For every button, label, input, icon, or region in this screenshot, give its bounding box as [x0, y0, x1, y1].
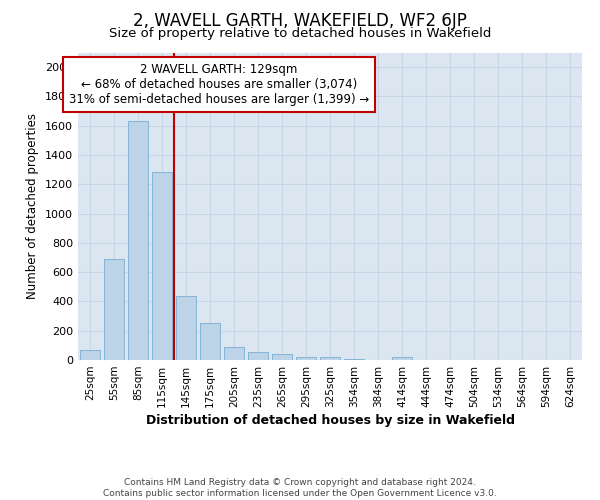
Bar	[104, 259, 124, 360]
Text: Contains HM Land Registry data © Crown copyright and database right 2024.
Contai: Contains HM Land Registry data © Crown c…	[103, 478, 497, 498]
Bar	[152, 172, 172, 360]
Y-axis label: Number of detached properties: Number of detached properties	[26, 114, 40, 299]
X-axis label: Distribution of detached houses by size in Wakefield: Distribution of detached houses by size …	[146, 414, 515, 427]
Bar	[80, 350, 100, 360]
Bar	[344, 358, 364, 360]
Bar	[224, 347, 244, 360]
Text: Size of property relative to detached houses in Wakefield: Size of property relative to detached ho…	[109, 28, 491, 40]
Bar	[128, 120, 148, 360]
Bar	[272, 354, 292, 360]
Bar	[320, 358, 340, 360]
Bar	[176, 296, 196, 360]
Bar	[296, 357, 316, 360]
Text: 2, WAVELL GARTH, WAKEFIELD, WF2 6JP: 2, WAVELL GARTH, WAKEFIELD, WF2 6JP	[133, 12, 467, 30]
Bar	[392, 358, 412, 360]
Text: 2 WAVELL GARTH: 129sqm
← 68% of detached houses are smaller (3,074)
31% of semi-: 2 WAVELL GARTH: 129sqm ← 68% of detached…	[69, 64, 369, 106]
Bar	[200, 322, 220, 360]
Bar	[248, 352, 268, 360]
